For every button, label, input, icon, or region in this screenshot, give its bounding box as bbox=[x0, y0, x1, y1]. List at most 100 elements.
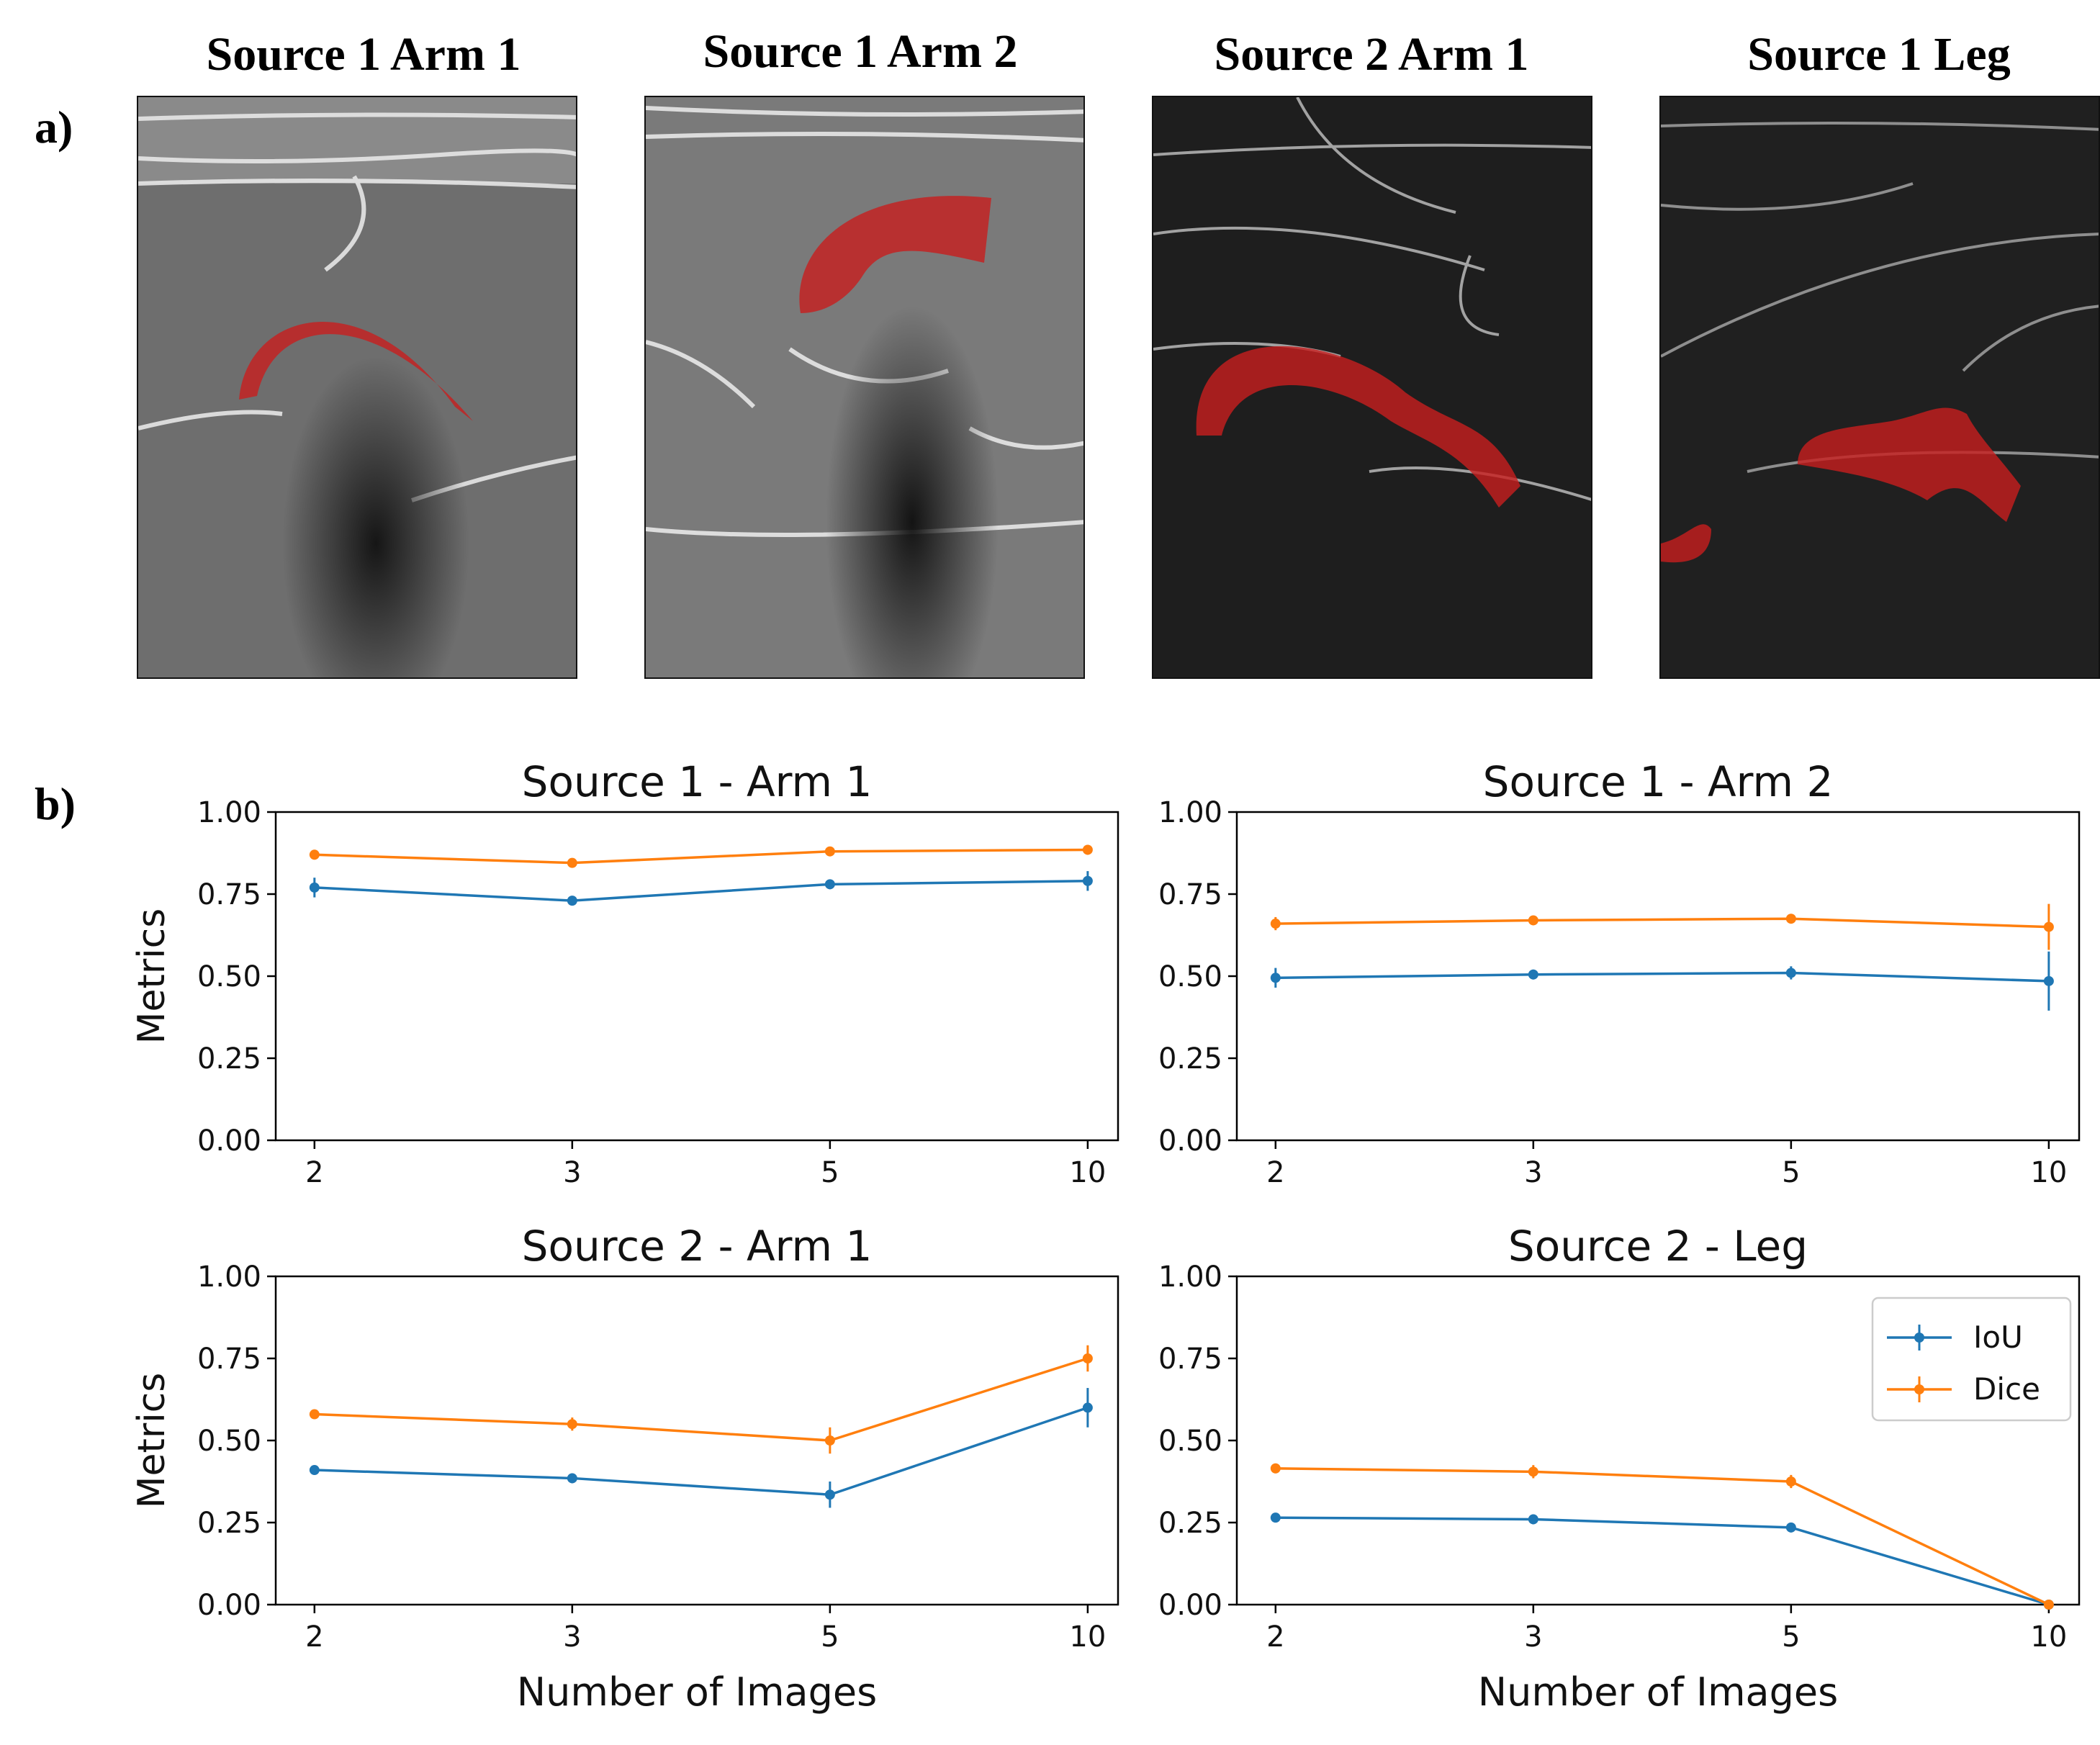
data-point-dice bbox=[1785, 914, 1796, 924]
panel-a-label: a) bbox=[35, 102, 73, 153]
data-point-iou bbox=[1270, 1512, 1281, 1523]
x-tick-label: 10 bbox=[1069, 1620, 1106, 1654]
y-tick-label: 0.75 bbox=[1158, 878, 1222, 911]
ultrasound-image-2 bbox=[644, 96, 1085, 679]
segmentation-overlay bbox=[799, 196, 991, 313]
data-point-dice bbox=[1528, 1466, 1538, 1477]
data-point-dice bbox=[567, 1419, 577, 1430]
legend-marker bbox=[1914, 1384, 1924, 1394]
image-title-3: Source 2 Arm 1 bbox=[1214, 28, 1529, 81]
data-point-dice bbox=[1528, 915, 1538, 926]
y-tick-label: 0.75 bbox=[197, 878, 261, 911]
legend-box bbox=[1871, 1297, 2072, 1422]
segmentation-overlay bbox=[1661, 524, 1711, 563]
series-line-iou bbox=[314, 1406, 1089, 1497]
x-tick-label: 5 bbox=[1782, 1156, 1800, 1189]
legend-label-iou: IoU bbox=[1973, 1320, 2023, 1355]
data-point-iou bbox=[309, 1465, 320, 1476]
data-point-iou bbox=[567, 1473, 577, 1484]
series-line-dice bbox=[1275, 917, 2049, 929]
x-tick-label: 3 bbox=[1524, 1156, 1542, 1189]
y-tick-label: 0.50 bbox=[1158, 1425, 1222, 1458]
y-tick-label: 0.00 bbox=[197, 1124, 261, 1158]
y-tick-label: 0.75 bbox=[1158, 1343, 1222, 1376]
y-axis-label: Metrics bbox=[130, 1373, 174, 1509]
segmentation-overlay bbox=[1196, 346, 1520, 508]
data-point-iou bbox=[1528, 969, 1538, 980]
y-tick-label: 0.25 bbox=[1158, 1042, 1222, 1076]
series-line-iou bbox=[314, 880, 1088, 902]
data-point-iou bbox=[1082, 875, 1093, 886]
data-point-dice bbox=[2043, 921, 2054, 932]
chart-title: Source 1 - Arm 2 bbox=[1483, 757, 1834, 806]
data-point-iou bbox=[824, 879, 835, 890]
plot-frame bbox=[274, 811, 1119, 1142]
y-tick-label: 1.00 bbox=[197, 796, 261, 829]
x-tick-label: 10 bbox=[2030, 1156, 2067, 1189]
data-point-dice bbox=[1785, 1476, 1796, 1487]
chart-title: Source 2 - Leg bbox=[1508, 1222, 1808, 1271]
x-tick-label: 5 bbox=[821, 1620, 839, 1654]
data-point-dice bbox=[1270, 919, 1281, 929]
series-line-iou bbox=[1275, 971, 2049, 983]
y-tick-label: 0.25 bbox=[197, 1042, 261, 1076]
y-tick-label: 0.50 bbox=[197, 1425, 261, 1458]
series-line-dice bbox=[314, 848, 1088, 865]
data-point-iou bbox=[2043, 975, 2054, 986]
legend-marker bbox=[1914, 1333, 1924, 1343]
x-axis-label: Number of Images bbox=[517, 1669, 878, 1715]
data-point-iou bbox=[1270, 973, 1281, 983]
series-line-dice bbox=[314, 1357, 1089, 1442]
data-point-dice bbox=[567, 857, 577, 868]
y-tick-label: 0.25 bbox=[1158, 1507, 1222, 1540]
ultrasound-image-4 bbox=[1659, 96, 2100, 679]
y-tick-label: 1.00 bbox=[1158, 796, 1222, 829]
data-point-dice bbox=[2043, 1600, 2054, 1610]
x-tick-label: 2 bbox=[305, 1156, 323, 1189]
data-point-iou bbox=[1082, 1402, 1093, 1413]
data-point-dice bbox=[309, 849, 320, 860]
legend-label-dice: Dice bbox=[1973, 1371, 2040, 1407]
y-tick-label: 0.75 bbox=[197, 1343, 261, 1376]
x-tick-label: 2 bbox=[1266, 1620, 1284, 1654]
ultrasound-image-1 bbox=[137, 96, 577, 679]
data-point-iou bbox=[567, 896, 577, 906]
data-point-iou bbox=[824, 1489, 835, 1500]
y-tick-label: 0.00 bbox=[1158, 1589, 1222, 1622]
chart-title: Source 2 - Arm 1 bbox=[522, 1222, 873, 1271]
data-point-iou bbox=[1785, 968, 1796, 978]
y-tick-label: 1.00 bbox=[197, 1261, 261, 1294]
ultrasound-image-3 bbox=[1152, 96, 1592, 679]
data-point-dice bbox=[309, 1409, 320, 1420]
x-axis-label: Number of Images bbox=[1478, 1669, 1839, 1715]
series-line-dice bbox=[1275, 1467, 2050, 1606]
y-tick-label: 0.50 bbox=[1158, 960, 1222, 993]
data-point-iou bbox=[1785, 1522, 1796, 1533]
data-point-dice bbox=[1082, 844, 1093, 855]
y-tick-label: 1.00 bbox=[1158, 1261, 1222, 1294]
x-tick-label: 5 bbox=[1782, 1620, 1800, 1654]
x-tick-label: 10 bbox=[1069, 1156, 1106, 1189]
data-point-iou bbox=[309, 882, 320, 893]
data-point-dice bbox=[824, 1435, 835, 1446]
y-tick-label: 0.00 bbox=[197, 1589, 261, 1622]
x-tick-label: 3 bbox=[1524, 1620, 1542, 1654]
x-tick-label: 5 bbox=[821, 1156, 839, 1189]
series-line-iou bbox=[1275, 1516, 2050, 1606]
x-tick-label: 3 bbox=[563, 1156, 581, 1189]
x-tick-label: 3 bbox=[563, 1620, 581, 1654]
y-tick-label: 0.00 bbox=[1158, 1124, 1222, 1158]
x-tick-label: 2 bbox=[305, 1620, 323, 1654]
data-point-dice bbox=[824, 846, 835, 857]
x-tick-label: 10 bbox=[2030, 1620, 2067, 1654]
y-tick-label: 0.25 bbox=[197, 1507, 261, 1540]
image-title-4: Source 1 Leg bbox=[1747, 28, 2011, 81]
x-tick-label: 2 bbox=[1266, 1156, 1284, 1189]
data-point-dice bbox=[1270, 1463, 1281, 1474]
y-axis-label: Metrics bbox=[130, 908, 174, 1045]
data-point-dice bbox=[1082, 1353, 1093, 1363]
image-title-2: Source 1 Arm 2 bbox=[703, 25, 1018, 78]
data-point-iou bbox=[1528, 1514, 1538, 1525]
panel-b-label: b) bbox=[35, 778, 76, 829]
